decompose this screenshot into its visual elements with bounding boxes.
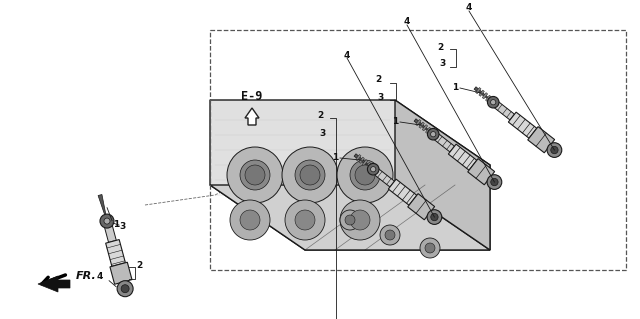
Polygon shape [508, 112, 537, 138]
Polygon shape [110, 262, 132, 284]
Circle shape [491, 100, 496, 105]
Polygon shape [388, 179, 417, 205]
Text: E-9: E-9 [241, 91, 262, 103]
Text: 3: 3 [319, 129, 325, 137]
Circle shape [282, 147, 338, 203]
Circle shape [295, 160, 325, 190]
Polygon shape [356, 154, 361, 161]
Circle shape [345, 215, 355, 225]
Circle shape [547, 143, 562, 157]
Polygon shape [433, 133, 454, 152]
Circle shape [425, 243, 435, 253]
Circle shape [427, 210, 442, 224]
Polygon shape [354, 154, 370, 167]
Text: 1: 1 [452, 84, 458, 93]
Circle shape [240, 210, 260, 230]
Polygon shape [359, 157, 364, 163]
Text: 2: 2 [136, 261, 142, 270]
Text: 3: 3 [440, 60, 446, 69]
Polygon shape [395, 100, 490, 250]
Polygon shape [415, 119, 421, 126]
Circle shape [337, 147, 393, 203]
Polygon shape [98, 195, 106, 216]
Circle shape [428, 129, 439, 140]
Circle shape [385, 230, 395, 240]
Polygon shape [104, 224, 116, 242]
Polygon shape [414, 119, 430, 132]
Circle shape [285, 200, 325, 240]
Circle shape [350, 160, 380, 190]
Circle shape [227, 147, 283, 203]
Polygon shape [245, 108, 259, 125]
Polygon shape [408, 194, 435, 220]
Circle shape [431, 213, 438, 221]
Polygon shape [362, 160, 368, 166]
Polygon shape [106, 240, 125, 266]
Polygon shape [372, 167, 394, 187]
Polygon shape [486, 95, 491, 101]
Circle shape [340, 210, 360, 230]
Circle shape [380, 225, 400, 245]
Polygon shape [38, 276, 70, 292]
Polygon shape [210, 185, 490, 250]
Circle shape [240, 160, 270, 190]
Polygon shape [422, 125, 428, 131]
Circle shape [300, 165, 320, 185]
Circle shape [104, 218, 110, 224]
Polygon shape [528, 127, 555, 153]
Circle shape [295, 210, 315, 230]
Circle shape [117, 281, 133, 297]
Circle shape [355, 165, 375, 185]
Polygon shape [476, 87, 481, 94]
Text: FR.: FR. [76, 271, 97, 281]
Circle shape [230, 200, 270, 240]
Polygon shape [493, 100, 515, 120]
Polygon shape [210, 100, 490, 250]
Circle shape [245, 165, 265, 185]
Circle shape [551, 146, 558, 154]
Text: 4: 4 [344, 50, 350, 60]
Circle shape [431, 132, 436, 137]
Text: 4: 4 [97, 272, 103, 281]
Text: 2: 2 [437, 42, 443, 51]
Text: 1: 1 [113, 220, 119, 229]
Circle shape [371, 167, 376, 172]
Polygon shape [468, 159, 495, 185]
Polygon shape [479, 90, 484, 96]
Text: 3: 3 [378, 93, 384, 102]
Circle shape [487, 175, 502, 189]
Text: 2: 2 [375, 76, 381, 85]
Circle shape [488, 96, 499, 108]
Circle shape [367, 163, 379, 175]
Circle shape [340, 200, 380, 240]
Text: 2: 2 [317, 110, 323, 120]
Circle shape [350, 210, 370, 230]
Polygon shape [426, 127, 431, 133]
Text: 1: 1 [332, 153, 338, 162]
Text: 1: 1 [392, 117, 398, 127]
Text: 3: 3 [120, 222, 126, 231]
Polygon shape [449, 144, 477, 170]
Text: 4: 4 [404, 18, 410, 26]
Circle shape [100, 214, 114, 228]
Polygon shape [482, 93, 488, 99]
Circle shape [491, 178, 498, 186]
Circle shape [420, 238, 440, 258]
Polygon shape [474, 87, 490, 100]
Polygon shape [419, 122, 424, 128]
Polygon shape [365, 162, 371, 168]
Circle shape [121, 285, 129, 293]
Text: 4: 4 [466, 4, 472, 12]
